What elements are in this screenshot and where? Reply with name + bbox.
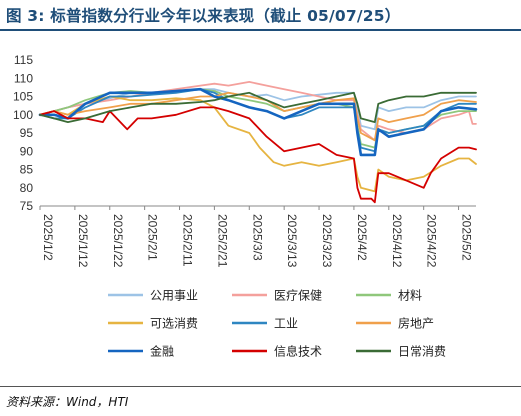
legend-label-1: 公用事业	[150, 289, 198, 303]
series-line-6	[39, 91, 477, 142]
legend-label-8: 信息技术	[274, 344, 322, 359]
legend-label-2: 医疗保健	[274, 289, 322, 303]
y-tick-label: 115	[14, 53, 33, 67]
x-tick-label: 2025/3/23	[320, 214, 334, 268]
y-tick-label: 100	[13, 108, 33, 122]
x-tick-label: 2025/1/12	[76, 214, 90, 268]
title-rule	[0, 29, 521, 31]
legend-label-5: 工业	[274, 317, 298, 331]
x-tick-label: 2025/4/2	[355, 214, 369, 261]
series-line-4	[39, 95, 477, 193]
figure-title: 图 3: 标普指数分行业今年以来表现（截止 05/07/25）	[6, 7, 401, 25]
x-tick-label: 2025/2/11	[181, 214, 195, 267]
legend-label-6: 房地产	[398, 316, 434, 331]
series-line-9	[39, 91, 477, 123]
y-tick-label: 105	[13, 90, 33, 104]
x-tick-label: 2025/1/2	[41, 214, 55, 261]
source-rule	[0, 386, 521, 387]
y-tick-label: 85	[20, 163, 34, 177]
source-note: 资料来源：Wind，HTI	[6, 395, 129, 409]
y-tick-label: 75	[20, 199, 34, 213]
series-line-7	[38, 87, 478, 157]
x-tick-label: 2025/3/3	[250, 214, 264, 261]
series-line-1	[39, 88, 477, 131]
x-tick-label: 2025/4/22	[425, 214, 439, 268]
y-tick-label: 110	[14, 71, 33, 85]
series-layer	[38, 81, 478, 204]
y-tick-label: 95	[20, 126, 34, 140]
legend-label-4: 可选消费	[150, 317, 198, 331]
x-tick-label: 2025/3/13	[285, 214, 299, 268]
legend-label-9: 日常消费	[398, 345, 446, 359]
series-line-8	[39, 106, 477, 204]
x-tick-label: 2025/5/2	[460, 214, 474, 261]
legend-label-3: 材料	[398, 289, 422, 303]
y-tick-label: 90	[20, 144, 34, 158]
x-tick-label: 2025/1/22	[111, 214, 125, 268]
series-line-5	[39, 88, 477, 153]
legend-label-7: 金融	[150, 344, 174, 359]
y-tick-label: 80	[20, 181, 34, 195]
x-tick-label: 2025/4/12	[390, 214, 404, 268]
x-tick-label: 2025/2/1	[146, 214, 160, 261]
sector-line-chart: 75 80 85 90 95 100 105 110 115 2025/1/2 2025/1/12 2…	[13, 53, 478, 359]
x-tick-label: 2025/2/21	[215, 214, 229, 268]
axis-layer: 75 80 85 90 95 100 105 110 115 2025/1/2 2025/1/12 2…	[13, 53, 476, 268]
